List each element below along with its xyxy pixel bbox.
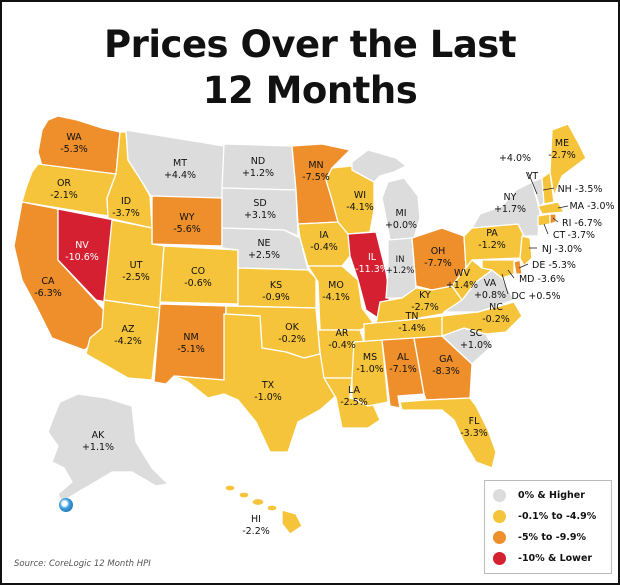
legend-swatch xyxy=(493,488,506,502)
label-SC: SC +1.0% xyxy=(460,328,492,351)
label-ID: ID -3.7% xyxy=(112,196,140,219)
label-UT: UT -2.5% xyxy=(122,260,150,283)
legend-swatch xyxy=(493,530,506,544)
label-AL: AL -7.1% xyxy=(389,352,417,375)
legend-label: 0% & Higher xyxy=(518,489,585,501)
state-MI xyxy=(351,149,407,183)
legend-item-small-decline: -0.1% to -4.9% xyxy=(493,508,596,524)
label-FL: FL -3.3% xyxy=(460,416,488,439)
legend-label: -10% & Lower xyxy=(518,552,593,564)
label-WI: WI -4.1% xyxy=(346,190,374,213)
state-LA xyxy=(323,377,381,429)
label-GA: GA -8.3% xyxy=(432,354,460,377)
label-MD: MD -3.6% xyxy=(519,274,565,285)
leader-lines xyxy=(501,171,569,295)
label-WA: WA -5.3% xyxy=(60,132,88,155)
label-NH: NH -3.5% xyxy=(558,184,603,195)
label-WY: WY -5.6% xyxy=(173,212,201,235)
title-line-2: 12 Months xyxy=(202,69,418,112)
title-line-1: Prices Over the Last xyxy=(103,23,517,66)
label-VA: VA +0.8% xyxy=(474,278,506,301)
label-AR: AR -0.4% xyxy=(328,328,356,351)
label-MA: MA -3.0% xyxy=(569,201,614,212)
label-NM: NM -5.1% xyxy=(177,332,205,355)
label-IA: IA -0.4% xyxy=(310,230,338,253)
map-legend: 0% & Higher -0.1% to -4.9% -5% to -9.9% … xyxy=(484,480,612,574)
label-DC: DC +0.5% xyxy=(511,291,560,302)
label-NJ: NJ -3.0% xyxy=(542,244,582,255)
map-title: Prices Over the Last 12 Months xyxy=(2,22,618,114)
state-NJ xyxy=(519,235,533,267)
label-IL: IL -11.3% xyxy=(355,252,389,275)
label-VT-value: +4.0% xyxy=(499,153,531,164)
state-ME xyxy=(549,123,587,197)
label-MO: MO -4.1% xyxy=(322,280,350,303)
legend-label: -0.1% to -4.9% xyxy=(518,510,597,522)
label-MI: MI +0.0% xyxy=(385,208,417,231)
source-note: Source: CoreLogic 12 Month HPI xyxy=(14,559,151,569)
label-MS: MS -1.0% xyxy=(356,352,384,375)
state-FL xyxy=(399,397,497,469)
label-HI: HI -2.2% xyxy=(242,514,270,537)
label-TX: TX -1.0% xyxy=(254,380,282,403)
label-CA: CA -6.3% xyxy=(34,276,62,299)
state-DE xyxy=(513,259,523,275)
label-VT-abbr: VT xyxy=(526,171,538,182)
state-MA xyxy=(537,201,565,215)
label-NY: NY +1.7% xyxy=(494,192,526,215)
label-MT: MT +4.4% xyxy=(164,158,196,181)
label-KS: KS -0.9% xyxy=(262,280,290,303)
label-CT: CT -3.7% xyxy=(553,230,595,241)
state-ND xyxy=(221,143,297,191)
legend-item-medium-decline: -5% to -9.9% xyxy=(493,529,586,545)
legend-item-large-decline: -10% & Lower xyxy=(493,550,592,566)
state-shapes xyxy=(13,115,587,535)
label-OH: OH -7.7% xyxy=(424,246,452,269)
label-PA: PA -1.2% xyxy=(478,228,506,251)
label-KY: KY -2.7% xyxy=(411,290,439,313)
label-OK: OK -0.2% xyxy=(278,322,306,345)
state-HI xyxy=(224,484,303,535)
label-AZ: AZ -4.2% xyxy=(114,324,142,347)
label-MN: MN -7.5% xyxy=(302,160,330,183)
label-NC: NC -0.2% xyxy=(482,302,510,325)
label-SD: SD +3.1% xyxy=(244,198,276,221)
label-ND: ND +1.2% xyxy=(242,156,274,179)
label-TN: TN -1.4% xyxy=(398,311,426,334)
state-labels: WA -5.3% OR -2.1% CA -6.3% NV -10.6% ID -3.7%… xyxy=(34,132,614,537)
state-RI xyxy=(549,213,557,225)
label-NV: NV -10.6% xyxy=(65,240,99,263)
state-MD xyxy=(481,259,515,279)
label-DE: DE -5.3% xyxy=(532,260,576,271)
label-LA: LA -2.5% xyxy=(340,385,368,408)
label-RI: RI -6.7% xyxy=(562,218,602,229)
label-OR: OR -2.1% xyxy=(50,178,78,201)
state-AK xyxy=(47,393,169,503)
label-WV: WV +1.4% xyxy=(446,268,478,291)
legend-swatch xyxy=(493,509,506,523)
legend-swatch xyxy=(493,551,506,565)
state-KS xyxy=(237,267,317,309)
state-TX xyxy=(173,313,339,453)
legend-item-positive: 0% & Higher xyxy=(493,487,585,503)
state-NV xyxy=(57,208,115,303)
label-CO: CO -0.6% xyxy=(184,266,212,289)
legend-label: -5% to -9.9% xyxy=(518,531,587,543)
label-ME: ME -2.7% xyxy=(548,138,576,161)
globe-logo-icon xyxy=(59,498,73,512)
label-NE: NE +2.5% xyxy=(248,238,280,261)
label-IN: IN +1.2% xyxy=(386,255,415,276)
label-AK: AK +1.1% xyxy=(82,430,114,453)
